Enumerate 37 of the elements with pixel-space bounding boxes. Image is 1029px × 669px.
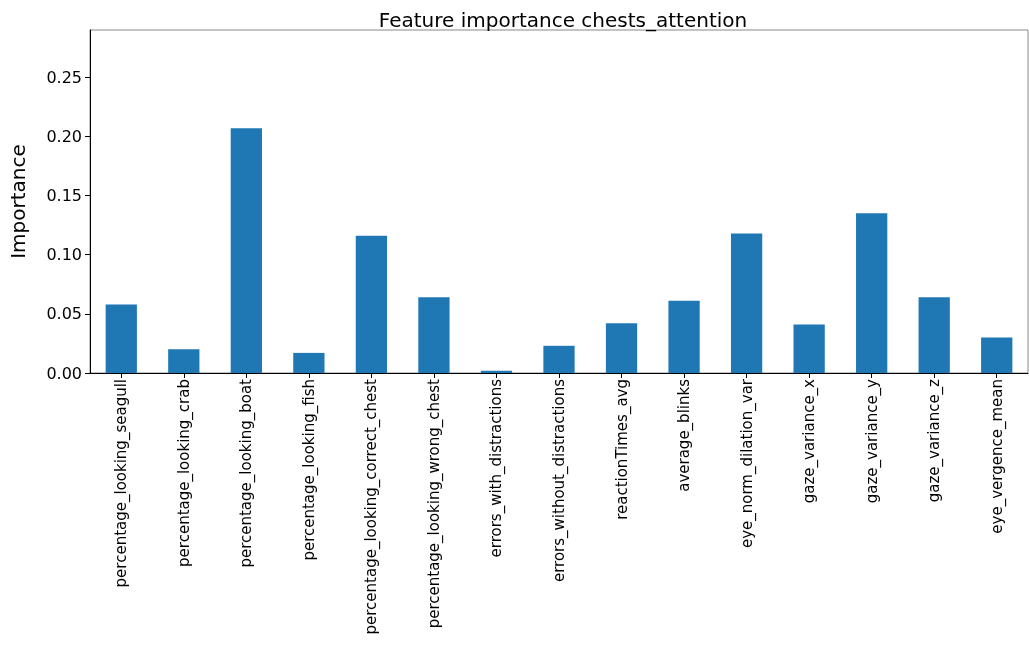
- bar: [730, 233, 763, 373]
- x-tick-label: reactionTimes_avg: [612, 379, 632, 520]
- bar: [605, 323, 638, 373]
- x-tick-label: average_blinks: [675, 378, 695, 492]
- bar: [668, 300, 700, 373]
- bar: [793, 324, 825, 373]
- y-tick-label: 0.00: [46, 363, 82, 383]
- x-tick-label: percentage_looking_fish: [299, 379, 319, 561]
- bar: [230, 128, 262, 373]
- y-tick-label: 0.15: [46, 186, 82, 206]
- x-tick-label: gaze_variance_z: [925, 378, 945, 503]
- x-tick-label: percentage_looking_wrong_chest: [424, 378, 444, 629]
- bar: [856, 213, 888, 373]
- x-tick-label: errors_with_distractions: [487, 378, 507, 558]
- x-tick-label: percentage_looking_correct_chest: [362, 378, 382, 635]
- x-tick-label: eye_norm_dilation_var: [737, 378, 757, 549]
- bar: [105, 304, 137, 373]
- y-tick-label: 0.10: [46, 245, 82, 265]
- chart-title: Feature importance chests_attention: [378, 8, 748, 32]
- x-tick-label: percentage_looking_seagull: [112, 379, 132, 588]
- bar: [918, 297, 950, 373]
- x-tick-label: errors_without_distractions: [550, 378, 569, 583]
- x-tick-label: eye_vergence_mean: [987, 379, 1007, 534]
- bar: [355, 235, 388, 373]
- bar: [293, 352, 325, 373]
- x-tick-label: gaze_variance_y: [862, 378, 882, 504]
- bar: [168, 349, 200, 373]
- y-tick-label: 0.25: [46, 67, 82, 87]
- x-tick-label: percentage_looking_boat: [237, 378, 257, 568]
- y-axis-title: Importance: [6, 144, 30, 259]
- y-tick-label: 0.20: [46, 126, 82, 146]
- bar: [981, 337, 1013, 373]
- bar: [418, 297, 450, 373]
- x-tick-label: gaze_variance_x: [800, 378, 820, 504]
- y-tick-label: 0.05: [46, 304, 82, 324]
- x-tick-label: percentage_looking_crab: [174, 379, 194, 567]
- bar: [543, 345, 575, 373]
